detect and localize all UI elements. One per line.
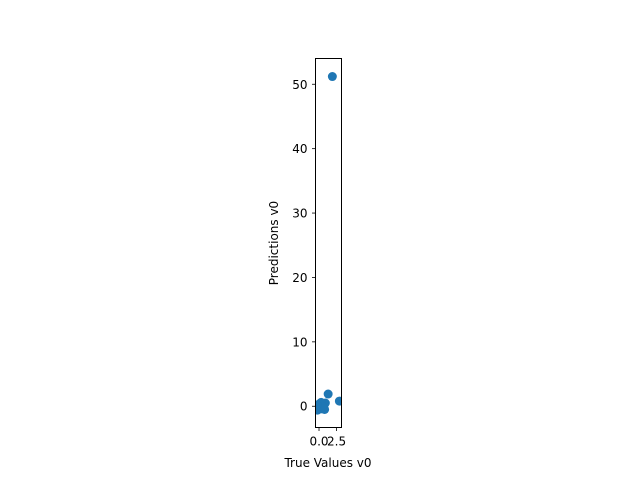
scatter-point [334, 396, 342, 406]
y-tick-label: 10 [292, 335, 307, 349]
y-tick-label: 20 [292, 271, 307, 285]
y-tick-label: 50 [292, 78, 307, 92]
x-axis-ticks: 0.02.5 [309, 427, 346, 449]
scatter-point [315, 400, 322, 410]
y-axis-ticks: 0 10 20 30 40 50 [292, 78, 316, 414]
scatter-point [323, 389, 333, 399]
scatter-point [327, 72, 337, 82]
x-tick-label: 2.5 [327, 435, 346, 449]
plot-frame [315, 58, 342, 428]
y-axis-label: Predictions v0 [267, 201, 281, 285]
x-tick-label: 0.0 [309, 435, 328, 449]
x-axis-label: True Values v0 [283, 456, 371, 470]
y-tick-label: 30 [292, 207, 307, 221]
points-layer [315, 72, 342, 415]
y-tick-label: 40 [292, 142, 307, 156]
y-tick-label: 0 [300, 400, 308, 414]
